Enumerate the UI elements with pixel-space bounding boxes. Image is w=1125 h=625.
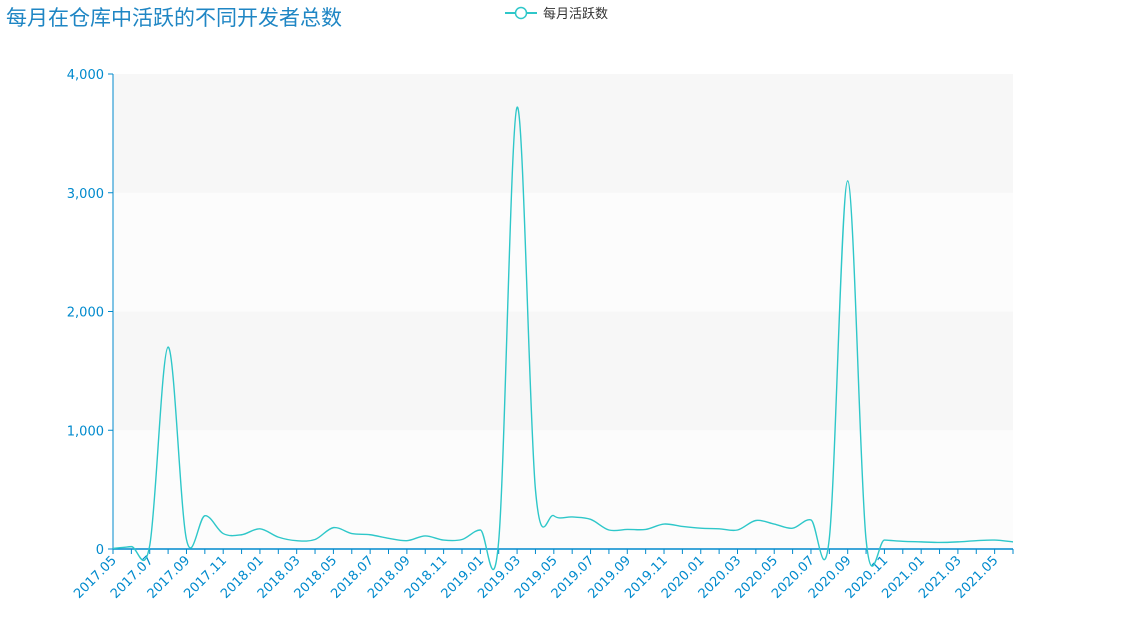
y-tick-label: 4,000 [67,68,104,83]
y-axis: 0 1,000 2,000 3,000 4,000 [67,68,114,558]
legend[interactable]: 每月活跃数 [505,3,608,22]
grid-band [113,74,1013,193]
x-axis: 2017.052017.072017.092017.112018.012018.… [71,548,1014,602]
y-tick-label: 3,000 [67,187,104,202]
y-tick-label: 2,000 [67,306,104,321]
y-tick-label: 1,000 [67,424,104,439]
grid-bands [113,74,1013,549]
chart-title: 每月在仓库中活跃的不同开发者总数 [6,6,342,30]
legend-line-circle-icon [505,6,537,19]
y-tick-label: 0 [96,543,104,558]
legend-label: 每月活跃数 [543,7,609,22]
grid-band [113,311,1013,431]
grid-band [113,192,1013,312]
grid-band [113,430,1013,549]
series-line [112,106,1014,571]
